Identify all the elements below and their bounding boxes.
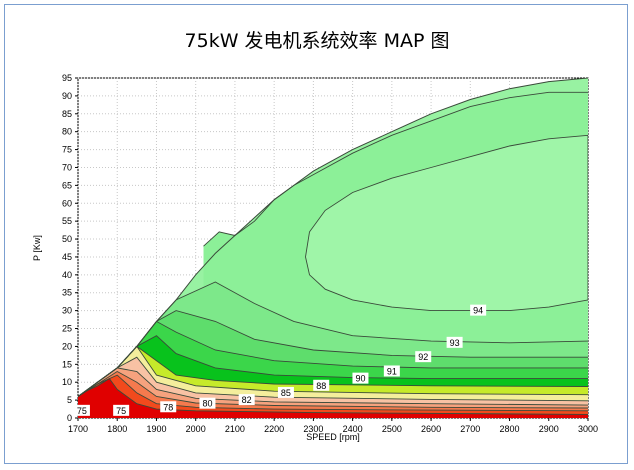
contour-line-<75 — [78, 377, 588, 415]
contour-label: 90 — [355, 374, 365, 384]
y-tick-label: 35 — [62, 288, 72, 298]
contour-line-75-78 — [78, 374, 588, 412]
region-94-plus — [305, 135, 588, 311]
contour-label: 82 — [242, 395, 252, 405]
y-tick-label: 85 — [62, 109, 72, 119]
x-tick-label: 2000 — [186, 424, 206, 434]
x-tick-label: 2800 — [500, 424, 520, 434]
contour-label: 75 — [77, 406, 87, 416]
x-tick-label: 1700 — [68, 424, 88, 434]
y-tick-label: 65 — [62, 180, 72, 190]
contour-label-bg — [238, 394, 255, 406]
contour-label-bg — [73, 404, 90, 416]
contour-label-bg — [160, 401, 177, 413]
x-tick-label: 2500 — [382, 424, 402, 434]
y-tick-label: 55 — [62, 216, 72, 226]
x-tick-label: 2400 — [343, 424, 363, 434]
contour-line-78-80 — [78, 370, 588, 409]
contour-label-bg — [383, 365, 400, 377]
contour-label-bg — [446, 336, 463, 348]
x-tick-label: 3000 — [578, 424, 598, 434]
contour-label: 92 — [418, 352, 428, 362]
y-tick-label: 95 — [62, 73, 72, 83]
contour-line-80-82 — [78, 367, 588, 406]
contour-line-94 — [305, 134, 588, 312]
x-tick-label: 2200 — [264, 424, 284, 434]
boundary-line — [78, 78, 588, 397]
y-tick-label: 50 — [62, 234, 72, 244]
contour-label-bg — [113, 404, 130, 416]
y-tick-label: 20 — [62, 341, 72, 351]
y-tick-label: 60 — [62, 198, 72, 208]
y-tick-label: 45 — [62, 252, 72, 262]
y-tick-label: 15 — [62, 359, 72, 369]
contour-label-bg — [415, 351, 432, 363]
x-tick-label: 2600 — [421, 424, 441, 434]
contour-lines — [78, 78, 588, 415]
y-ticks: 0 5 10 15 20 25 30 35 40 45 50 55 60 65 70 75 80 85 90 95 — [62, 73, 78, 423]
contour-line-82-85 — [78, 356, 588, 402]
contour-label-bg — [313, 379, 330, 391]
x-tick-label: 2300 — [303, 424, 323, 434]
contour-label-bg — [199, 397, 216, 409]
contour-label: 91 — [387, 366, 397, 376]
y-tick-label: 80 — [62, 127, 72, 137]
y-tick-label: 70 — [62, 162, 72, 172]
y-axis-label: P [Kw] — [32, 235, 42, 261]
contour-label: 78 — [163, 402, 173, 412]
y-tick-label: 25 — [62, 324, 72, 334]
contour-label: 88 — [316, 381, 326, 391]
contour-label-bg — [470, 304, 487, 316]
y-tick-label: 0 — [67, 413, 72, 423]
contour-label: 94 — [473, 306, 483, 316]
chart-title: 75kW 发电机系统效率 MAP 图 — [184, 30, 450, 52]
y-tick-label: 40 — [62, 270, 72, 280]
contour-label: 75 — [116, 406, 126, 416]
y-tick-label: 75 — [62, 145, 72, 155]
contour-label: 85 — [281, 388, 291, 398]
contour-label: 93 — [450, 338, 460, 348]
x-ticks: 1700 1800 1900 2000 2100 2200 2300 2400 2500 2600… — [68, 418, 598, 434]
x-tick-label: 1800 — [107, 424, 127, 434]
contour-label-bg — [277, 386, 294, 398]
y-tick-label: 90 — [62, 91, 72, 101]
x-tick-label: 2900 — [539, 424, 559, 434]
y-tick-label: 30 — [62, 306, 72, 316]
x-axis-label: SPEED [rpm] — [306, 432, 360, 442]
y-tick-label: 5 — [67, 395, 72, 405]
contour-label: 80 — [202, 399, 212, 409]
y-tick-label: 10 — [62, 377, 72, 387]
x-tick-label: 2700 — [460, 424, 480, 434]
contour-labels: 75 75 78 80 82 85 88 90 91 92 93 94 — [73, 304, 487, 416]
x-tick-label: 2100 — [225, 424, 245, 434]
contour-label-bg — [352, 372, 369, 384]
x-tick-label: 1900 — [146, 424, 166, 434]
